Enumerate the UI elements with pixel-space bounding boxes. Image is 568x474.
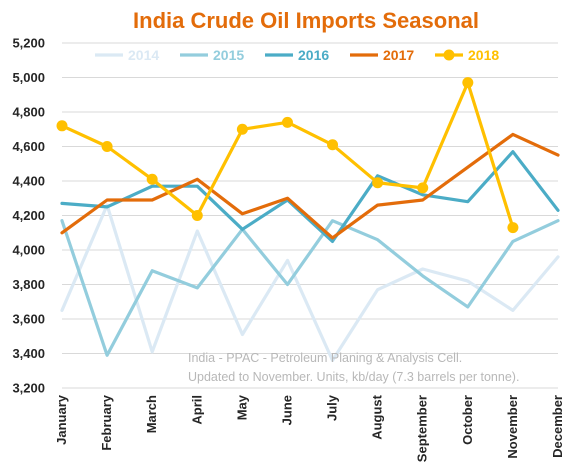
legend-label-2015: 2015	[213, 47, 244, 63]
x-tick-label-september: September	[415, 395, 430, 462]
x-tick-label-january: January	[54, 394, 69, 445]
x-tick-label-august: August	[370, 394, 385, 439]
series-line-2016	[60, 150, 560, 243]
x-tick-label-july: July	[325, 394, 340, 421]
data-point-2018	[56, 120, 68, 132]
data-point-2018	[236, 123, 248, 135]
x-tick-label-november: November	[505, 395, 520, 459]
y-tick-label: 4,600	[12, 139, 45, 154]
y-tick-label: 3,400	[12, 346, 45, 361]
y-tick-label: 5,000	[12, 70, 45, 85]
legend: 2014 2015 2016 2017 2018	[95, 47, 499, 63]
y-tick-label: 4,800	[12, 105, 45, 120]
data-point-2018	[372, 177, 384, 189]
y-tick-label: 4,000	[12, 243, 45, 258]
series-line-2014	[60, 203, 560, 362]
x-tick-label-april: April	[189, 395, 204, 425]
series-line-2017	[60, 132, 560, 240]
y-tick-label: 3,800	[12, 277, 45, 292]
x-tick-label-february: February	[99, 394, 114, 450]
x-tick-label-june: June	[279, 395, 294, 425]
data-point-2018	[101, 141, 113, 152]
y-tick-label: 3,600	[12, 312, 45, 327]
y-tick-label: 5,200	[12, 36, 45, 51]
x-tick-label-march: March	[144, 395, 159, 433]
series-lines	[56, 77, 560, 362]
data-point-2018	[462, 77, 474, 89]
annotation-line-1: India - PPAC - Petroleum Planing & Analy…	[188, 351, 462, 365]
y-axis: 3,200 3,400 3,600 3,800 4,000 4,200 4,400 4,600…	[12, 36, 45, 396]
x-tick-label-may: May	[234, 394, 249, 420]
data-point-2018	[146, 173, 158, 185]
annotation-line-2: Updated to November. Units, kb/day (7.3 …	[188, 370, 519, 384]
y-tick-label: 3,200	[12, 381, 45, 396]
legend-label-2016: 2016	[298, 47, 329, 63]
grid	[62, 42, 558, 389]
x-axis: January February March April May June July Augu…	[54, 394, 565, 462]
legend-label-2014: 2014	[128, 47, 159, 63]
data-point-2018	[191, 210, 203, 221]
chart-title: India Crude Oil Imports Seasonal	[133, 8, 479, 33]
legend-label-2017: 2017	[383, 47, 414, 63]
data-point-2018	[281, 116, 293, 128]
legend-label-2018: 2018	[468, 47, 499, 63]
series-line-2015	[60, 219, 560, 357]
data-point-2018	[507, 222, 519, 234]
data-point-2018	[327, 139, 339, 151]
data-point-2018	[417, 182, 429, 194]
series-line-2018	[60, 81, 515, 230]
y-tick-label: 4,400	[12, 174, 45, 189]
legend-marker-2018	[443, 49, 455, 61]
x-tick-label-october: October	[460, 395, 475, 445]
x-tick-label-december: December	[550, 395, 565, 458]
y-tick-label: 4,200	[12, 208, 45, 223]
